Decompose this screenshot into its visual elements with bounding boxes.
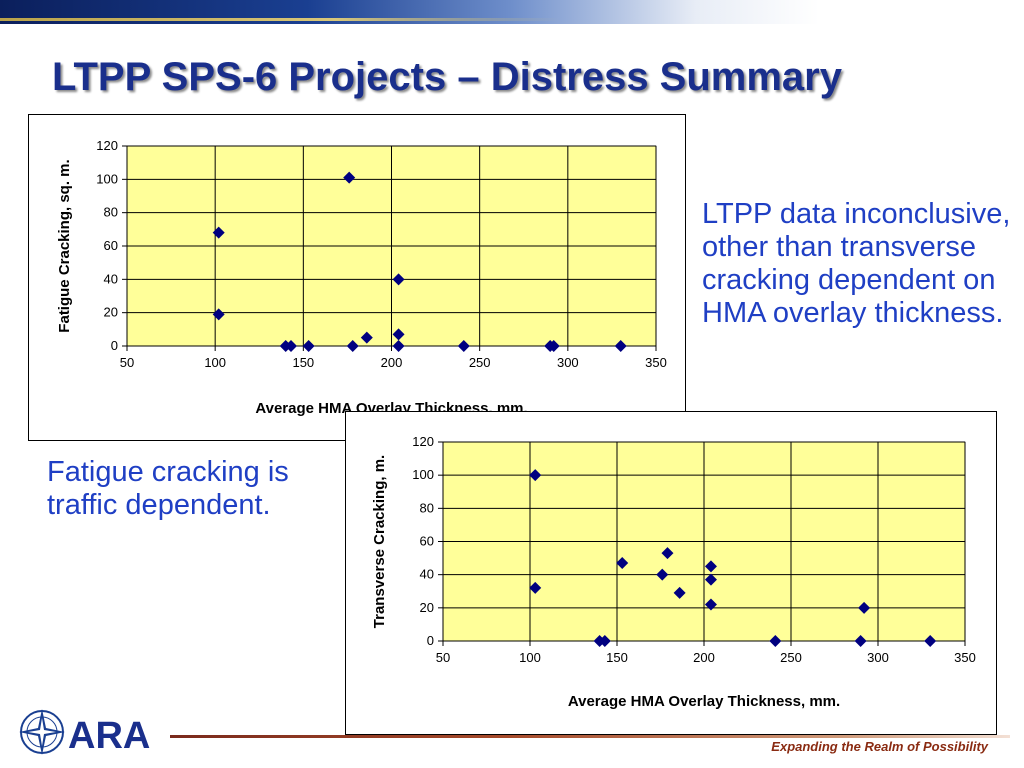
transverse-y-tick-label: 40	[420, 567, 434, 582]
transverse-data-point	[704, 598, 717, 611]
transverse-data-point	[854, 635, 867, 647]
transverse-data-point	[704, 560, 717, 573]
transverse-y-axis-label: Transverse Cracking, m.	[371, 455, 388, 628]
transverse-cracking-chart: 0 20 40 60 80 100 120 50 100 150 200 250 300 350 Avera…	[345, 411, 997, 735]
transverse-data-point	[858, 601, 871, 614]
fatigue-data-point	[212, 308, 225, 321]
bullet-right: LTPP data inconclusive, other than trans…	[702, 198, 1011, 329]
slide-title: LTPP SPS-6 Projects – Distress Summary	[52, 55, 842, 99]
fatigue-cracking-chart: 0 20 40 60 80 100 120 50 100 150 200 250 300 350 Avera…	[28, 114, 686, 441]
fatigue-y-tick-label: 40	[104, 271, 118, 286]
ara-logo: ARA	[19, 709, 150, 757]
fatigue-y-tick-label: 120	[96, 138, 118, 153]
transverse-x-tick-label: 250	[780, 650, 802, 665]
transverse-x-axis-label: Average HMA Overlay Thickness, mm.	[568, 693, 840, 710]
transverse-y-tick-label: 100	[412, 467, 434, 482]
transverse-x-tick-label: 150	[606, 650, 628, 665]
fatigue-x-tick-label: 350	[645, 355, 667, 370]
top-banner	[0, 0, 1024, 24]
fatigue-y-tick-label: 80	[104, 205, 118, 220]
transverse-x-tick-label: 350	[954, 650, 976, 665]
transverse-data-point	[704, 573, 717, 586]
fatigue-x-tick-label: 50	[120, 355, 134, 370]
footer-line	[170, 735, 1010, 738]
transverse-cracking-plot: 0 20 40 60 80 100 120 50 100 150 200 250 300 350 Avera…	[371, 434, 976, 710]
fatigue-x-tick-label: 200	[381, 355, 403, 370]
fatigue-data-point	[343, 171, 356, 184]
fatigue-y-tick-label: 0	[111, 338, 118, 353]
transverse-x-tick-label: 100	[519, 650, 541, 665]
transverse-y-tick-label: 20	[420, 600, 434, 615]
transverse-x-tick-label: 300	[867, 650, 889, 665]
bullet-left: Fatigue cracking is traffic dependent.	[47, 456, 289, 521]
transverse-y-tick-label: 80	[420, 500, 434, 515]
footer-tagline: Expanding the Realm of Possibility	[771, 739, 988, 754]
fatigue-data-point	[457, 340, 470, 352]
fatigue-data-point	[346, 340, 359, 352]
fatigue-x-tick-label: 250	[469, 355, 491, 370]
transverse-y-tick-label: 0	[427, 633, 434, 648]
fatigue-x-tick-label: 150	[292, 355, 314, 370]
fatigue-data-point	[212, 226, 225, 239]
transverse-data-point	[769, 635, 782, 647]
fatigue-data-point	[392, 328, 405, 341]
fatigue-y-axis-label: Fatigue Cracking, sq. m.	[56, 159, 73, 332]
logo-text: ARA	[68, 715, 150, 757]
transverse-data-point	[673, 586, 686, 599]
fatigue-data-point	[614, 340, 627, 352]
fatigue-data-point	[392, 273, 405, 286]
fatigue-data-point	[284, 340, 297, 352]
fatigue-y-tick-label: 20	[104, 305, 118, 320]
transverse-data-point	[656, 568, 669, 581]
transverse-data-point	[598, 635, 611, 647]
fatigue-data-point	[547, 340, 560, 352]
transverse-x-tick-label: 200	[693, 650, 715, 665]
fatigue-y-tick-label: 60	[104, 238, 118, 253]
fatigue-y-tick-label: 100	[96, 171, 118, 186]
transverse-data-point	[616, 557, 629, 570]
fatigue-x-tick-label: 100	[204, 355, 226, 370]
transverse-x-tick-label: 50	[436, 650, 450, 665]
transverse-y-tick-label: 120	[412, 434, 434, 449]
transverse-data-point	[661, 547, 674, 560]
transverse-data-point	[529, 581, 542, 594]
transverse-y-tick-label: 60	[420, 534, 434, 549]
transverse-data-point	[529, 469, 542, 482]
transverse-data-point	[924, 635, 937, 647]
fatigue-x-tick-label: 300	[557, 355, 579, 370]
fatigue-data-point	[302, 340, 315, 352]
fatigue-data-point	[360, 331, 373, 344]
fatigue-data-point	[392, 340, 405, 352]
banner-accent-line	[0, 18, 560, 21]
